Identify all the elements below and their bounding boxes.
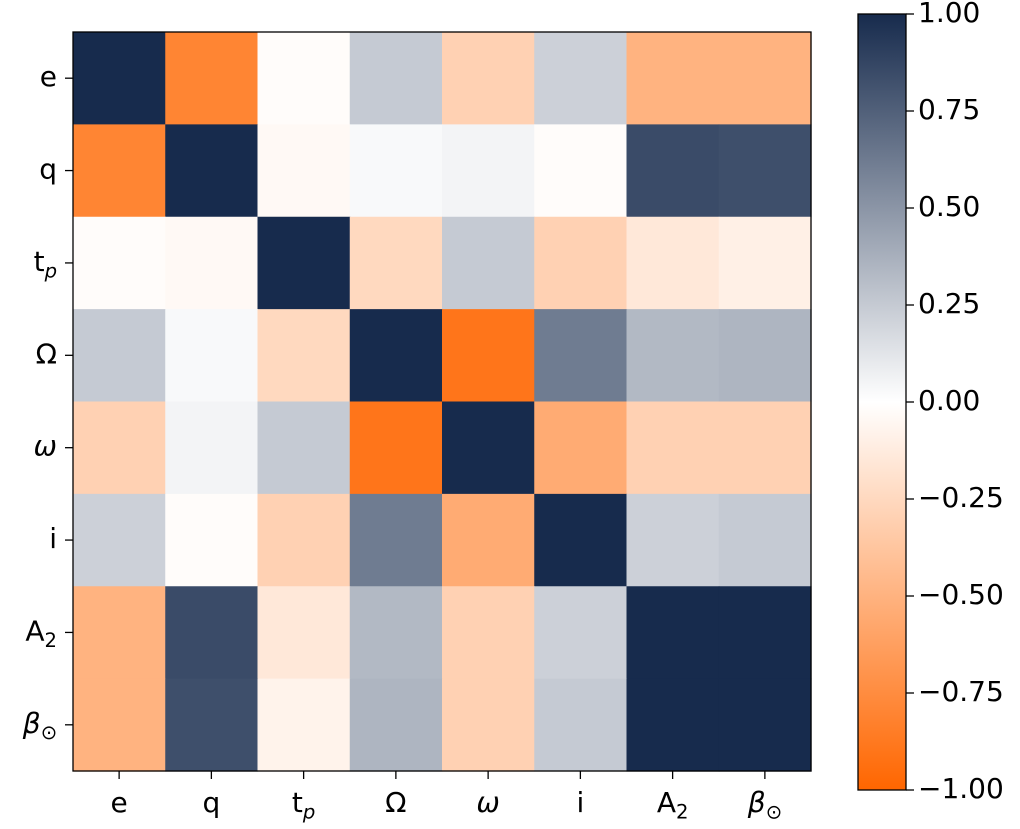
- colorbar: 1.00 0.75 0.50 0.25 0.00 −0.25 −0.50 −0.75 −1.00: [857, 0, 1004, 805]
- colorbar-tick-label: 0.25: [918, 287, 980, 320]
- plot-frame: [72, 31, 812, 772]
- y-tick-label: β⊙: [22, 707, 57, 744]
- heatmap-cell-r2-c2: [257, 216, 351, 310]
- heatmap-cell-r6-c5: [534, 586, 628, 680]
- heatmap-cell-r0-c1: [165, 32, 259, 125]
- heatmap-cell-r6-c2: [257, 586, 351, 680]
- heatmap-cell-r1-c1: [165, 124, 259, 218]
- heatmap-cell-r3-c0: [73, 309, 166, 403]
- heatmap-cell-r3-c7: [718, 309, 812, 403]
- x-tick-label: i: [576, 786, 584, 819]
- heatmap-cell-r3-c6: [626, 309, 720, 403]
- heatmap-cell-r0-c3: [349, 32, 443, 125]
- heatmap-cell-r7-c2: [257, 678, 351, 772]
- heatmap-cell-r1-c0: [73, 124, 166, 218]
- heatmap-cell-r1-c5: [534, 124, 628, 218]
- heatmap-cell-r0-c0: [73, 32, 166, 125]
- y-tick-label: Ω: [36, 337, 57, 370]
- heatmap-cell-r4-c7: [718, 401, 812, 495]
- heatmap-cell-r0-c2: [257, 32, 351, 125]
- heatmap-cell-r6-c7: [718, 586, 812, 680]
- heatmap-cell-r1-c6: [626, 124, 720, 218]
- heatmap-cell-r7-c5: [534, 678, 628, 772]
- heatmap-cell-r4-c2: [257, 401, 351, 495]
- x-tick-label: β⊙: [747, 786, 782, 823]
- y-tick-label: q: [39, 153, 57, 186]
- heatmap-cell-r7-c7: [718, 678, 812, 772]
- heatmap-cell-r7-c0: [73, 678, 166, 772]
- colorbar-ticks: 1.00 0.75 0.50 0.25 0.00 −0.25 −0.50 −0.75 −1.00: [906, 0, 1004, 805]
- heatmap-cell-r5-c0: [73, 493, 166, 587]
- colorbar-tick-label: 0.00: [918, 384, 980, 417]
- x-tick-label: e: [111, 786, 128, 819]
- heatmap-cell-r4-c5: [534, 401, 628, 495]
- heatmap-cell-r4-c4: [442, 401, 535, 495]
- heatmap-cell-r4-c6: [626, 401, 720, 495]
- heatmap-cell-r5-c2: [257, 493, 351, 587]
- heatmap-cell-r1-c7: [718, 124, 812, 218]
- y-tick-label: A2: [25, 614, 57, 651]
- heatmap-cell-r0-c6: [626, 32, 720, 125]
- heatmap-cell-r5-c6: [626, 493, 720, 587]
- colorbar-tick-label: 0.75: [918, 93, 980, 126]
- heatmap-cell-r2-c5: [534, 216, 628, 310]
- colorbar-tick-label: −0.75: [918, 675, 1004, 708]
- colorbar-tick-label: 1.00: [918, 0, 980, 29]
- y-tick-label: ω: [34, 430, 57, 463]
- heatmap-cell-r1-c4: [442, 124, 535, 218]
- heatmap-cell-r7-c6: [626, 678, 720, 772]
- x-tick-label: tp: [292, 786, 315, 823]
- heatmap-cell-r3-c3: [349, 309, 443, 403]
- y-tick-label: e: [40, 60, 57, 93]
- heatmap-cell-r5-c3: [349, 493, 443, 587]
- heatmap-cell-r2-c4: [442, 216, 535, 310]
- heatmap-cell-r5-c1: [165, 493, 259, 587]
- y-axis: e q tp Ωω i A2 β⊙: [22, 60, 73, 744]
- heatmap-cell-r2-c7: [718, 216, 812, 310]
- heatmap-cell-r2-c6: [626, 216, 720, 310]
- heatmap-cell-r7-c1: [165, 678, 259, 772]
- heatmap-cell-r3-c5: [534, 309, 628, 403]
- heatmap-cell-r1-c3: [349, 124, 443, 218]
- colorbar-tick-label: 0.50: [918, 190, 980, 223]
- heatmap-cell-r2-c0: [73, 216, 166, 310]
- heatmap-cell-r4-c3: [349, 401, 443, 495]
- heatmap-cell-r4-c1: [165, 401, 259, 495]
- x-tick-label: ω: [476, 786, 499, 819]
- heatmap-cell-r5-c5: [534, 493, 628, 587]
- heatmap-cell-r3-c1: [165, 309, 259, 403]
- heatmap-cell-r3-c2: [257, 309, 351, 403]
- heatmap-cell-r6-c0: [73, 586, 166, 680]
- heatmap-cell-r7-c3: [349, 678, 443, 772]
- colorbar-gradient: [857, 13, 907, 791]
- heatmap-cell-r5-c7: [718, 493, 812, 587]
- heatmap-cell-r2-c3: [349, 216, 443, 310]
- heatmap-cell-r0-c5: [534, 32, 628, 125]
- x-tick-label: Ω: [385, 786, 406, 819]
- heatmap-cell-r1-c2: [257, 124, 351, 218]
- colorbar-tick-label: −0.25: [918, 481, 1004, 514]
- heatmap-cell-r7-c4: [442, 678, 535, 772]
- heatmap-cell-r6-c6: [626, 586, 720, 680]
- x-tick-label: q: [202, 786, 220, 819]
- colorbar-tick-label: −0.50: [918, 578, 1004, 611]
- heatmap-cell-r6-c1: [165, 586, 259, 680]
- heatmap-cell-r6-c3: [349, 586, 443, 680]
- heatmap-cell-r0-c4: [442, 32, 535, 125]
- x-tick-label: A2: [657, 786, 689, 823]
- y-tick-label: tp: [34, 245, 57, 282]
- heatmap-cell-r5-c4: [442, 493, 535, 587]
- heatmap-cells: [73, 32, 812, 772]
- colorbar-tick-label: −1.00: [918, 772, 1004, 805]
- y-tick-label: i: [49, 522, 57, 555]
- heatmap-cell-r3-c4: [442, 309, 535, 403]
- heatmap-cell-r2-c1: [165, 216, 259, 310]
- heatmap-cell-r0-c7: [718, 32, 812, 125]
- heatmap-cell-r6-c4: [442, 586, 535, 680]
- heatmap-cell-r4-c0: [73, 401, 166, 495]
